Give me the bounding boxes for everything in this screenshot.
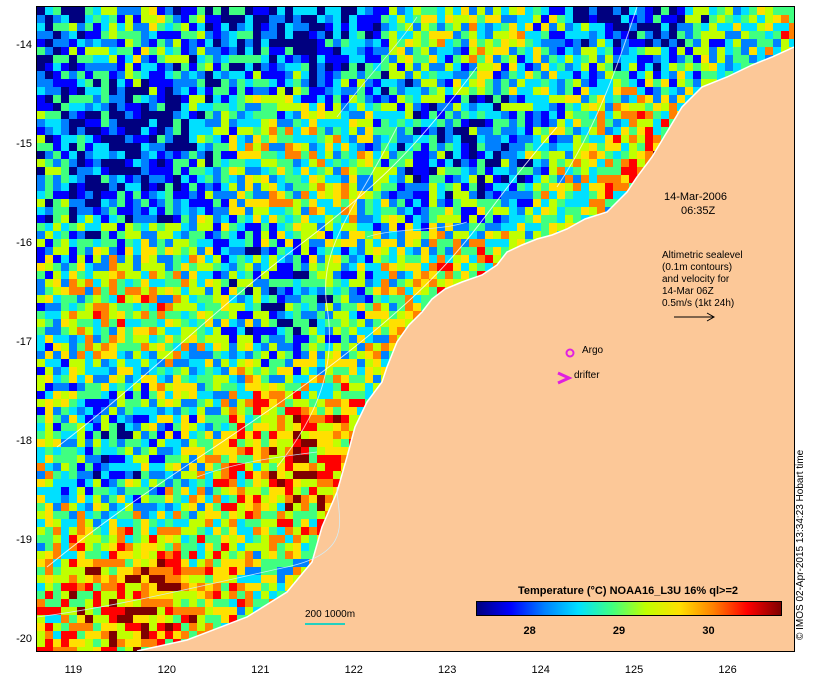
longitude-tick-label: 125: [624, 664, 644, 676]
sealevel-contour: [46, 126, 558, 568]
altimetry-note-line5: 0.5m/s (1kt 24h): [662, 298, 735, 309]
drifter-icon: [557, 371, 573, 385]
latitude-tick-label: -14: [16, 38, 32, 51]
sst-map-canvas[interactable]: [37, 7, 794, 651]
longitude-tick-label: 120: [157, 664, 176, 676]
latitude-tick-label: -17: [16, 335, 32, 348]
velocity-arrow-icon: [674, 312, 716, 322]
sst-map[interactable]: [36, 6, 795, 652]
latitude-tick-label: -16: [16, 236, 32, 249]
temperature-colorbar: [476, 601, 782, 616]
isobath-scale-label: 200 1000m: [305, 609, 356, 620]
colorbar-title: Temperature (°C) NOAA16_L3U 16% ql>=2: [518, 585, 738, 597]
isobath-line: [366, 221, 468, 238]
sealevel-contour: [56, 66, 478, 448]
colorbar-tick-label: 30: [702, 625, 715, 637]
latitude-tick-label: -18: [16, 434, 32, 447]
colorbar-tick-label: 28: [523, 625, 536, 637]
altimetry-note-line2: (0.1m contours): [662, 262, 733, 273]
isobath-line: [37, 486, 340, 618]
isobath-line: [336, 16, 418, 118]
altimetry-note-line4: 14-Mar 06Z: [662, 286, 714, 297]
latitude-tick-label: -20: [16, 633, 32, 646]
longitude-tick-label: 122: [344, 664, 363, 676]
latitude-tick-label: -19: [16, 534, 32, 546]
argo-float-icon: [565, 348, 575, 358]
land-mass: [137, 7, 794, 651]
image-time-text: 06:35Z: [681, 205, 716, 217]
longitude-tick-label: 126: [718, 664, 737, 676]
credit-text: © IMOS 02-Apr-2015 13:34:23 Hobart time: [795, 450, 809, 654]
sealevel-contour: [556, 7, 638, 188]
argo-legend-label: Argo: [582, 345, 604, 356]
isobath-scale-line: [305, 623, 345, 625]
altimetry-note-line1: Altimetric sealevel: [662, 250, 743, 261]
drifter-legend-label: drifter: [574, 370, 600, 381]
isobath-line: [196, 451, 318, 478]
longitude-tick-label: 123: [438, 664, 457, 676]
image-date-text: 14-Mar-2006: [664, 191, 727, 203]
credit-label: © IMOS 02-Apr-2015 13:34:23 Hobart time: [795, 449, 806, 640]
sealevel-contour: [276, 126, 398, 468]
longitude-tick-label: 121: [251, 664, 270, 676]
longitude-tick-label: 124: [531, 664, 550, 676]
latitude-tick-label: -15: [16, 137, 32, 150]
altimetry-note-line3: and velocity for: [662, 274, 730, 285]
longitude-tick-label: 119: [64, 664, 83, 676]
colorbar-tick-label: 29: [612, 625, 626, 637]
